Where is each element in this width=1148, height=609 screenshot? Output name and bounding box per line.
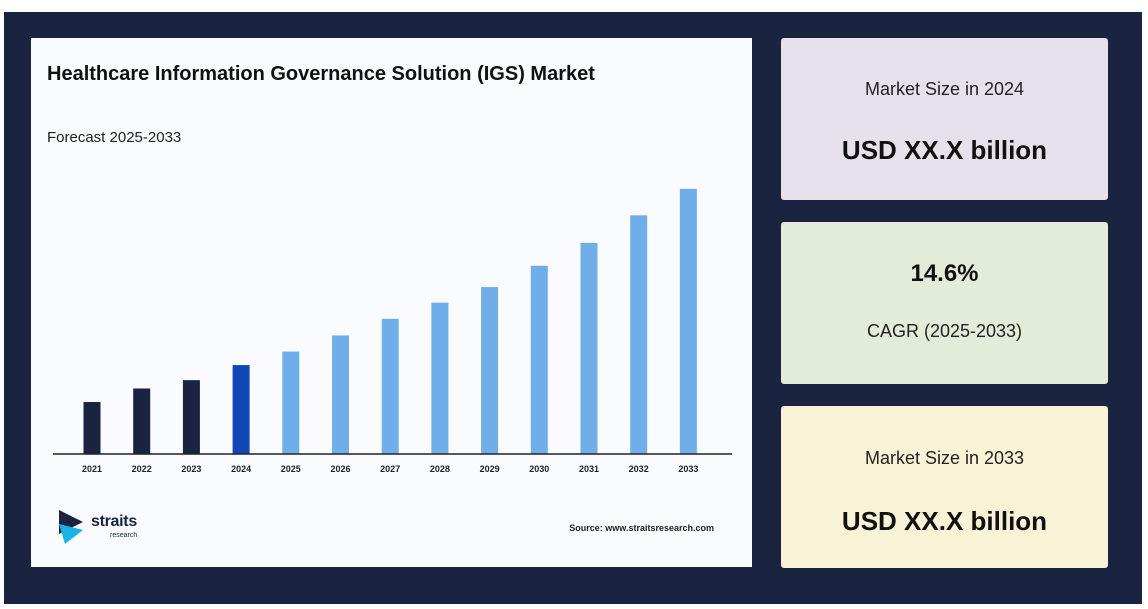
bar-2030 xyxy=(530,265,548,454)
bar-2031 xyxy=(580,242,598,454)
x-tick-label: 2029 xyxy=(480,464,500,474)
x-tick-label: 2028 xyxy=(430,464,450,474)
x-tick-label: 2023 xyxy=(181,464,201,474)
x-tick-label: 2021 xyxy=(82,464,102,474)
stat-value: USD XX.X billion xyxy=(841,506,1048,536)
x-tick-label: 2030 xyxy=(529,464,549,474)
stat-card-cagr: 14.6% CAGR (2025-2033) xyxy=(781,222,1108,384)
x-tick-label: 2025 xyxy=(281,464,301,474)
x-tick-label: 2026 xyxy=(330,464,350,474)
stat-label: Market Size in 2024 xyxy=(864,79,1025,99)
stat-value: USD XX.X billion xyxy=(841,135,1048,165)
bar-2022 xyxy=(133,388,151,454)
stat-label: CAGR (2025-2033) xyxy=(866,321,1023,341)
bar-2023 xyxy=(182,380,200,454)
brand-name: straits xyxy=(91,513,137,530)
stat-card-market-size-2033: Market Size in 2033 USD XX.X billion xyxy=(781,406,1108,568)
stat-card-market-size-2024: Market Size in 2024 USD XX.X billion xyxy=(781,38,1108,200)
brand-tagline: research xyxy=(110,532,138,539)
bar-chart: 2021 2022 2023 2024 2025 2026 2027 2028 2029 2030… xyxy=(53,188,732,474)
chart-card: Healthcare Information Governance Soluti… xyxy=(31,38,752,567)
bar-2029 xyxy=(481,287,499,454)
bar-2033 xyxy=(679,188,697,455)
chart-title: Healthcare Information Governance Soluti… xyxy=(47,63,595,85)
chart-subtitle: Forecast 2025-2033 xyxy=(47,129,182,146)
x-tick-label: 2022 xyxy=(132,464,152,474)
source-note: Source: www.straitsresearch.com xyxy=(569,523,714,533)
straits-logo-icon xyxy=(59,510,83,544)
bar-2032 xyxy=(630,215,648,454)
x-tick-label: 2024 xyxy=(231,464,251,474)
stat-value: 14.6% xyxy=(910,260,979,287)
stat-label: Market Size in 2033 xyxy=(864,448,1025,468)
x-tick-label: 2031 xyxy=(579,464,599,474)
bar-2025 xyxy=(282,351,300,454)
x-tick-label: 2033 xyxy=(678,464,698,474)
bar-2024 xyxy=(232,365,250,454)
x-tick-label: 2027 xyxy=(380,464,400,474)
bar-2026 xyxy=(332,335,349,454)
x-tick-label: 2032 xyxy=(629,464,649,474)
bar-2027 xyxy=(381,318,399,454)
bar-2021 xyxy=(83,402,101,454)
bar-2028 xyxy=(431,302,449,454)
